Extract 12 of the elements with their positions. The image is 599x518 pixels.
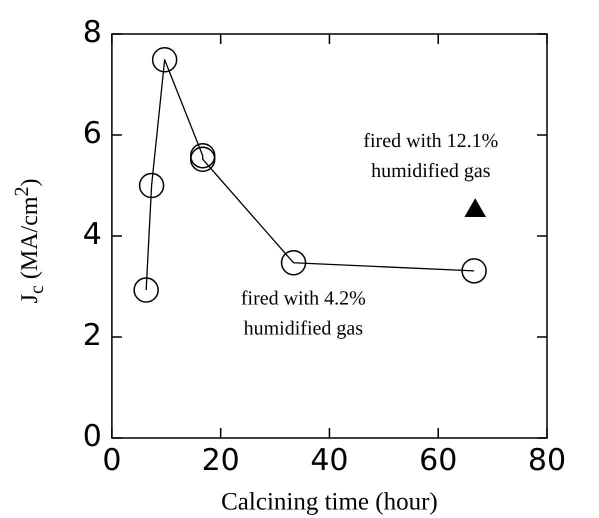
annotation: fired with 4.2% humidified gas	[240, 288, 366, 340]
y-tick-label: 0	[82, 418, 102, 454]
y-tick-label: 2	[82, 318, 102, 353]
x-tick-label: 60	[419, 442, 458, 478]
x-tick-label: 80	[528, 442, 566, 478]
y-tick-label: 8	[82, 14, 102, 50]
x-axis-title: Calcining time (hour)	[221, 488, 438, 516]
y-tick-label: 6	[82, 116, 102, 151]
annotation: fired with 12.1% humidified gas	[363, 130, 498, 182]
y-tick-label: 4	[82, 216, 102, 252]
x-tick-label: 20	[202, 442, 240, 478]
x-tick-label: 40	[310, 442, 349, 478]
